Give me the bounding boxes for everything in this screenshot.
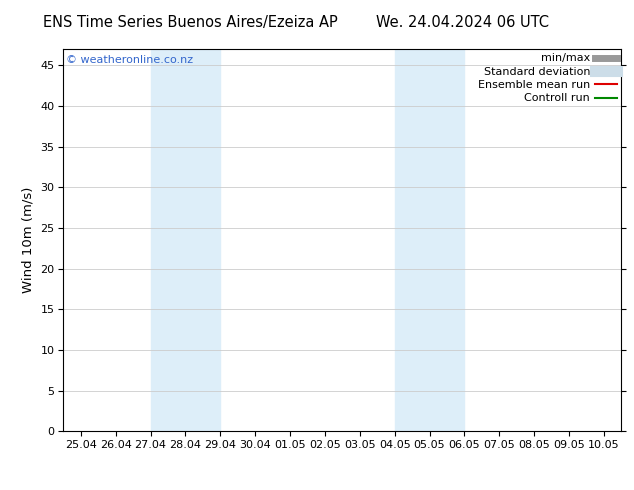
Legend: min/max, Standard deviation, Ensemble mean run, Controll run: min/max, Standard deviation, Ensemble me…: [476, 51, 619, 106]
Bar: [150, 49, 221, 431]
Text: ENS Time Series Buenos Aires/Ezeiza AP: ENS Time Series Buenos Aires/Ezeiza AP: [43, 15, 337, 29]
Y-axis label: Wind 10m (m/s): Wind 10m (m/s): [22, 187, 35, 294]
Bar: [394, 49, 464, 431]
Text: We. 24.04.2024 06 UTC: We. 24.04.2024 06 UTC: [377, 15, 549, 29]
Text: © weatheronline.co.nz: © weatheronline.co.nz: [66, 55, 193, 65]
